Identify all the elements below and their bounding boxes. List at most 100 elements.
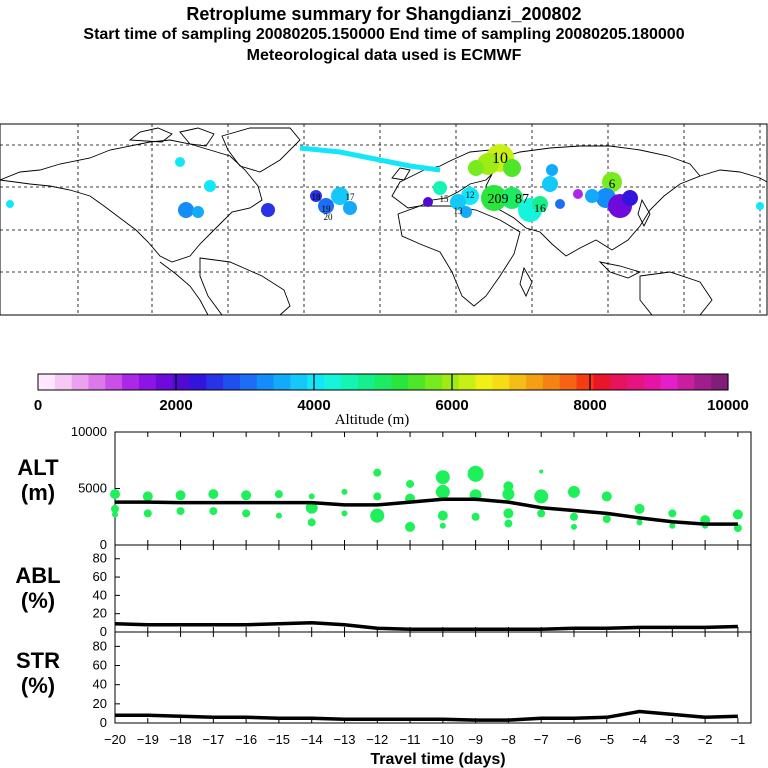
alt-point [534,489,549,504]
abl-tick-label: 80 [93,551,107,566]
colorbar-tick-label: 8000 [573,397,606,414]
colorbar-swatch [189,374,207,390]
x-tick-label: −18 [170,732,192,747]
x-tick-label: −10 [432,732,454,747]
colorbar-label: Altitude (m) [335,412,410,428]
alt-point [732,509,743,520]
alt-point [405,521,416,532]
colorbar-swatch [223,374,241,390]
alt-line [115,497,738,526]
colorbar-swatch [458,374,477,390]
map-label: 10 [492,150,508,167]
colorbar-tick-label: 0 [34,397,42,414]
colorbar-swatch [105,374,123,390]
abl-label: ABL [15,563,60,588]
alt-point [539,469,544,474]
map-label: 13 [454,206,464,216]
x-tick-label: −20 [104,732,126,747]
map-label: 87 [515,192,529,207]
colorbar-swatch [408,374,426,390]
x-tick-label: −9 [468,732,483,747]
alt-point [175,490,186,501]
colorbar-swatch [593,374,611,390]
str-tick-label: 80 [93,638,107,653]
map-label: 6 [609,176,616,191]
colorbar-swatch [155,374,174,390]
retroplume-plume: 10 6 209 87 16 12 15 13 18 20 17 19 [6,144,764,222]
alt-point [176,507,185,516]
x-tick-label: −4 [632,732,647,747]
alt-point [143,509,152,518]
x-tick-label: −1 [730,732,745,747]
str-label: STR [16,648,60,673]
alt-unit: (m) [21,480,55,505]
colorbar-swatch [273,374,292,390]
alt-point [537,509,546,518]
retroplume-map: 10 6 209 87 16 12 15 13 18 20 17 19 [0,123,768,316]
x-tick-label: −15 [268,732,290,747]
map-label: 19 [322,204,332,214]
str-unit: (%) [21,673,55,698]
colorbar-tick-label: 10000 [707,397,749,414]
abl-tick-label: 40 [93,587,107,602]
colorbar-swatch [172,374,191,390]
colorbar-swatch [374,374,393,390]
x-tick-label: −11 [400,732,421,747]
map-label: 16 [534,201,546,215]
str-line [115,709,738,722]
alt-point [308,493,315,500]
str-tick-label: 40 [93,677,107,692]
abl-tick-label: 60 [93,569,107,584]
alt-point [471,512,480,521]
x-axis-label: Travel time (days) [370,751,505,768]
x-tick-label: −14 [301,732,323,747]
colorbar-swatch [391,374,409,390]
map-label: 12 [466,190,475,200]
x-tick-label: −5 [599,732,614,747]
alt-point [467,465,484,482]
alt-point [669,522,676,529]
abl-panel: 80 60 40 20 0 [93,544,752,639]
alt-point [274,490,283,499]
str-tick-label: 60 [93,658,107,673]
x-tick-label: −8 [501,732,516,747]
colorbar-swatch [324,374,342,390]
alt-point [209,507,218,516]
str-panel: 80 60 40 20 0 [93,631,752,730]
alt-point [142,491,153,502]
colorbar-swatch [694,374,712,390]
x-tick-label: −12 [366,732,388,747]
colorbar-swatch [475,374,493,390]
alt-point [504,519,513,528]
alt-point [602,515,611,524]
abl-unit: (%) [21,588,55,613]
colorbar-swatch [643,374,662,390]
alt-point [341,510,348,517]
alt-label: ALT [17,455,59,480]
alt-point [636,519,643,526]
alt-point [370,508,385,523]
colorbar-swatch [610,374,628,390]
colorbar-swatch [492,374,510,390]
alt-point [733,524,742,533]
str-tick-label: 20 [93,696,107,711]
colorbar-swatch [677,374,695,390]
colorbar-swatch [206,374,224,390]
colorbar-swatch [71,374,90,390]
chart-title: Retroplume summary for Shangdianzi_20080… [186,4,582,24]
colorbar-swatch [290,374,308,390]
colorbar-swatch [357,374,376,390]
sampling-times: Start time of sampling 20080205.150000 E… [83,26,685,43]
x-tick-label: −3 [665,732,680,747]
colorbar-swatch [54,374,73,390]
colorbar-swatch [711,374,729,390]
str-tick-label: 0 [100,715,107,730]
colorbar-tick-label: 6000 [435,397,468,414]
map-label: 17 [346,192,356,202]
alt-point [435,484,450,499]
alt-point [305,501,318,514]
x-tick-label: −16 [235,732,257,747]
alt-point [567,485,580,498]
map-label: 18 [312,192,322,202]
